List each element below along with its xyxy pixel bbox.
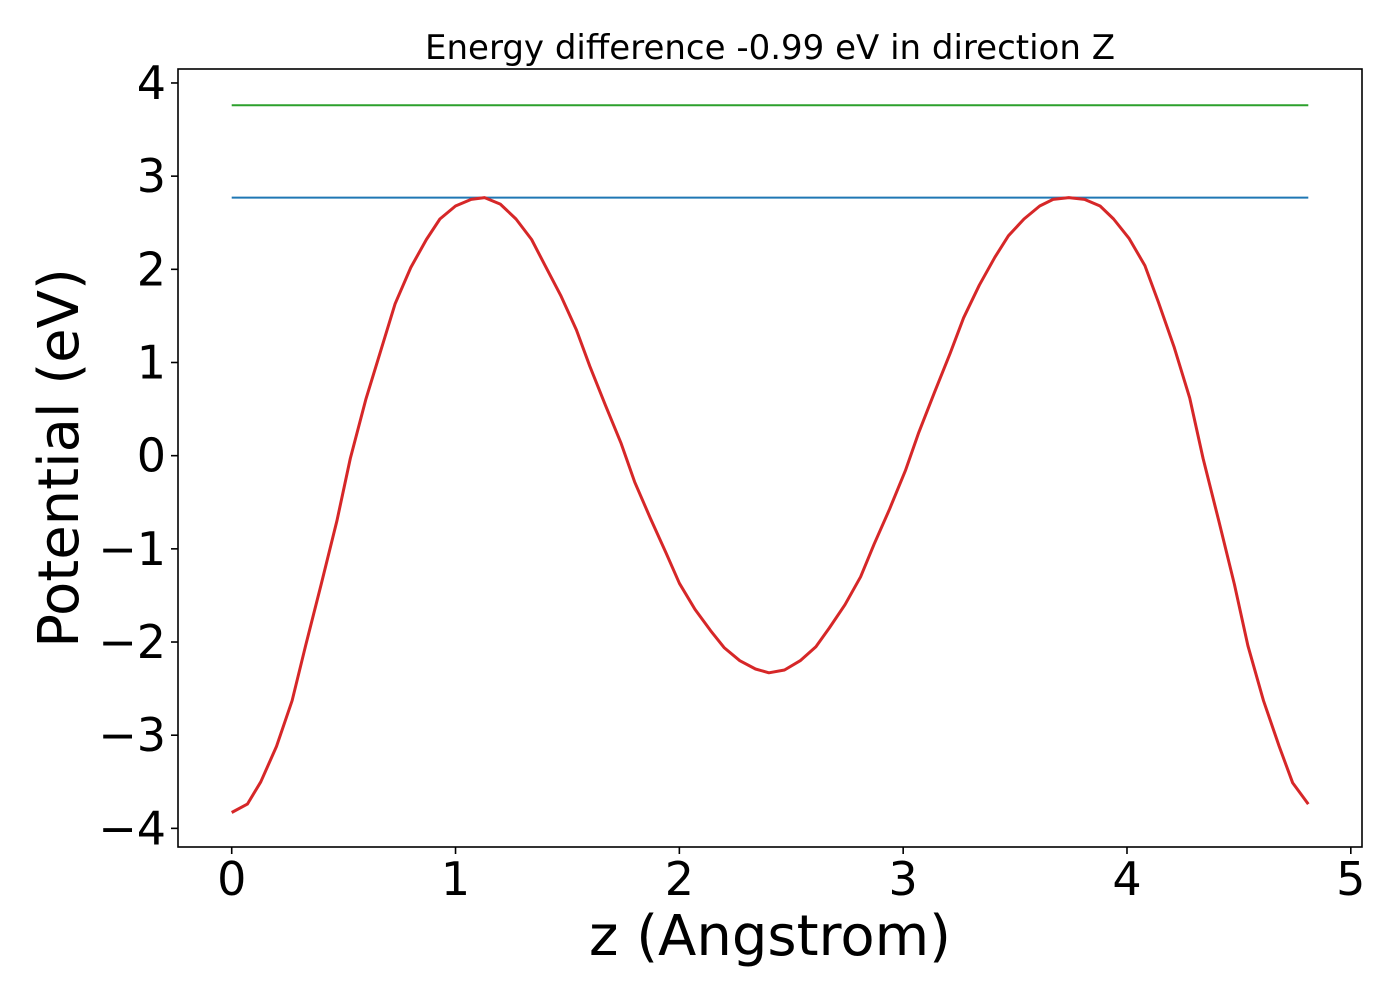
x-axis: 0 1 2 3 4 5 xyxy=(217,847,1365,906)
y-tick-label: −3 xyxy=(98,708,166,762)
x-tick-label: 2 xyxy=(665,852,694,906)
y-tick-label: 1 xyxy=(137,335,166,389)
x-tick-label: 1 xyxy=(441,852,470,906)
x-tick-label: 0 xyxy=(217,852,246,906)
y-tick-label: −4 xyxy=(98,801,166,855)
y-tick-label: −1 xyxy=(98,522,166,576)
y-tick-label: −2 xyxy=(98,615,166,669)
series-line-3 xyxy=(230,196,1310,814)
x-axis-label: z (Angstrom) xyxy=(589,904,951,969)
y-tick-label: 0 xyxy=(137,429,166,483)
series-layer xyxy=(230,104,1310,814)
x-tick-label: 5 xyxy=(1336,852,1365,906)
chart-title: Energy difference -0.99 eV in direction … xyxy=(425,28,1115,68)
plot-area-frame xyxy=(177,68,1363,848)
x-tick-label: 3 xyxy=(889,852,918,906)
y-axis: −4 −3 −2 −1 0 1 2 3 4 xyxy=(98,56,178,855)
y-tick-label: 4 xyxy=(137,56,166,110)
y-tick-label: 2 xyxy=(137,242,166,296)
y-axis-label: Potential (eV) xyxy=(27,268,92,648)
y-tick-label: 3 xyxy=(137,149,166,203)
x-tick-label: 4 xyxy=(1112,852,1141,906)
